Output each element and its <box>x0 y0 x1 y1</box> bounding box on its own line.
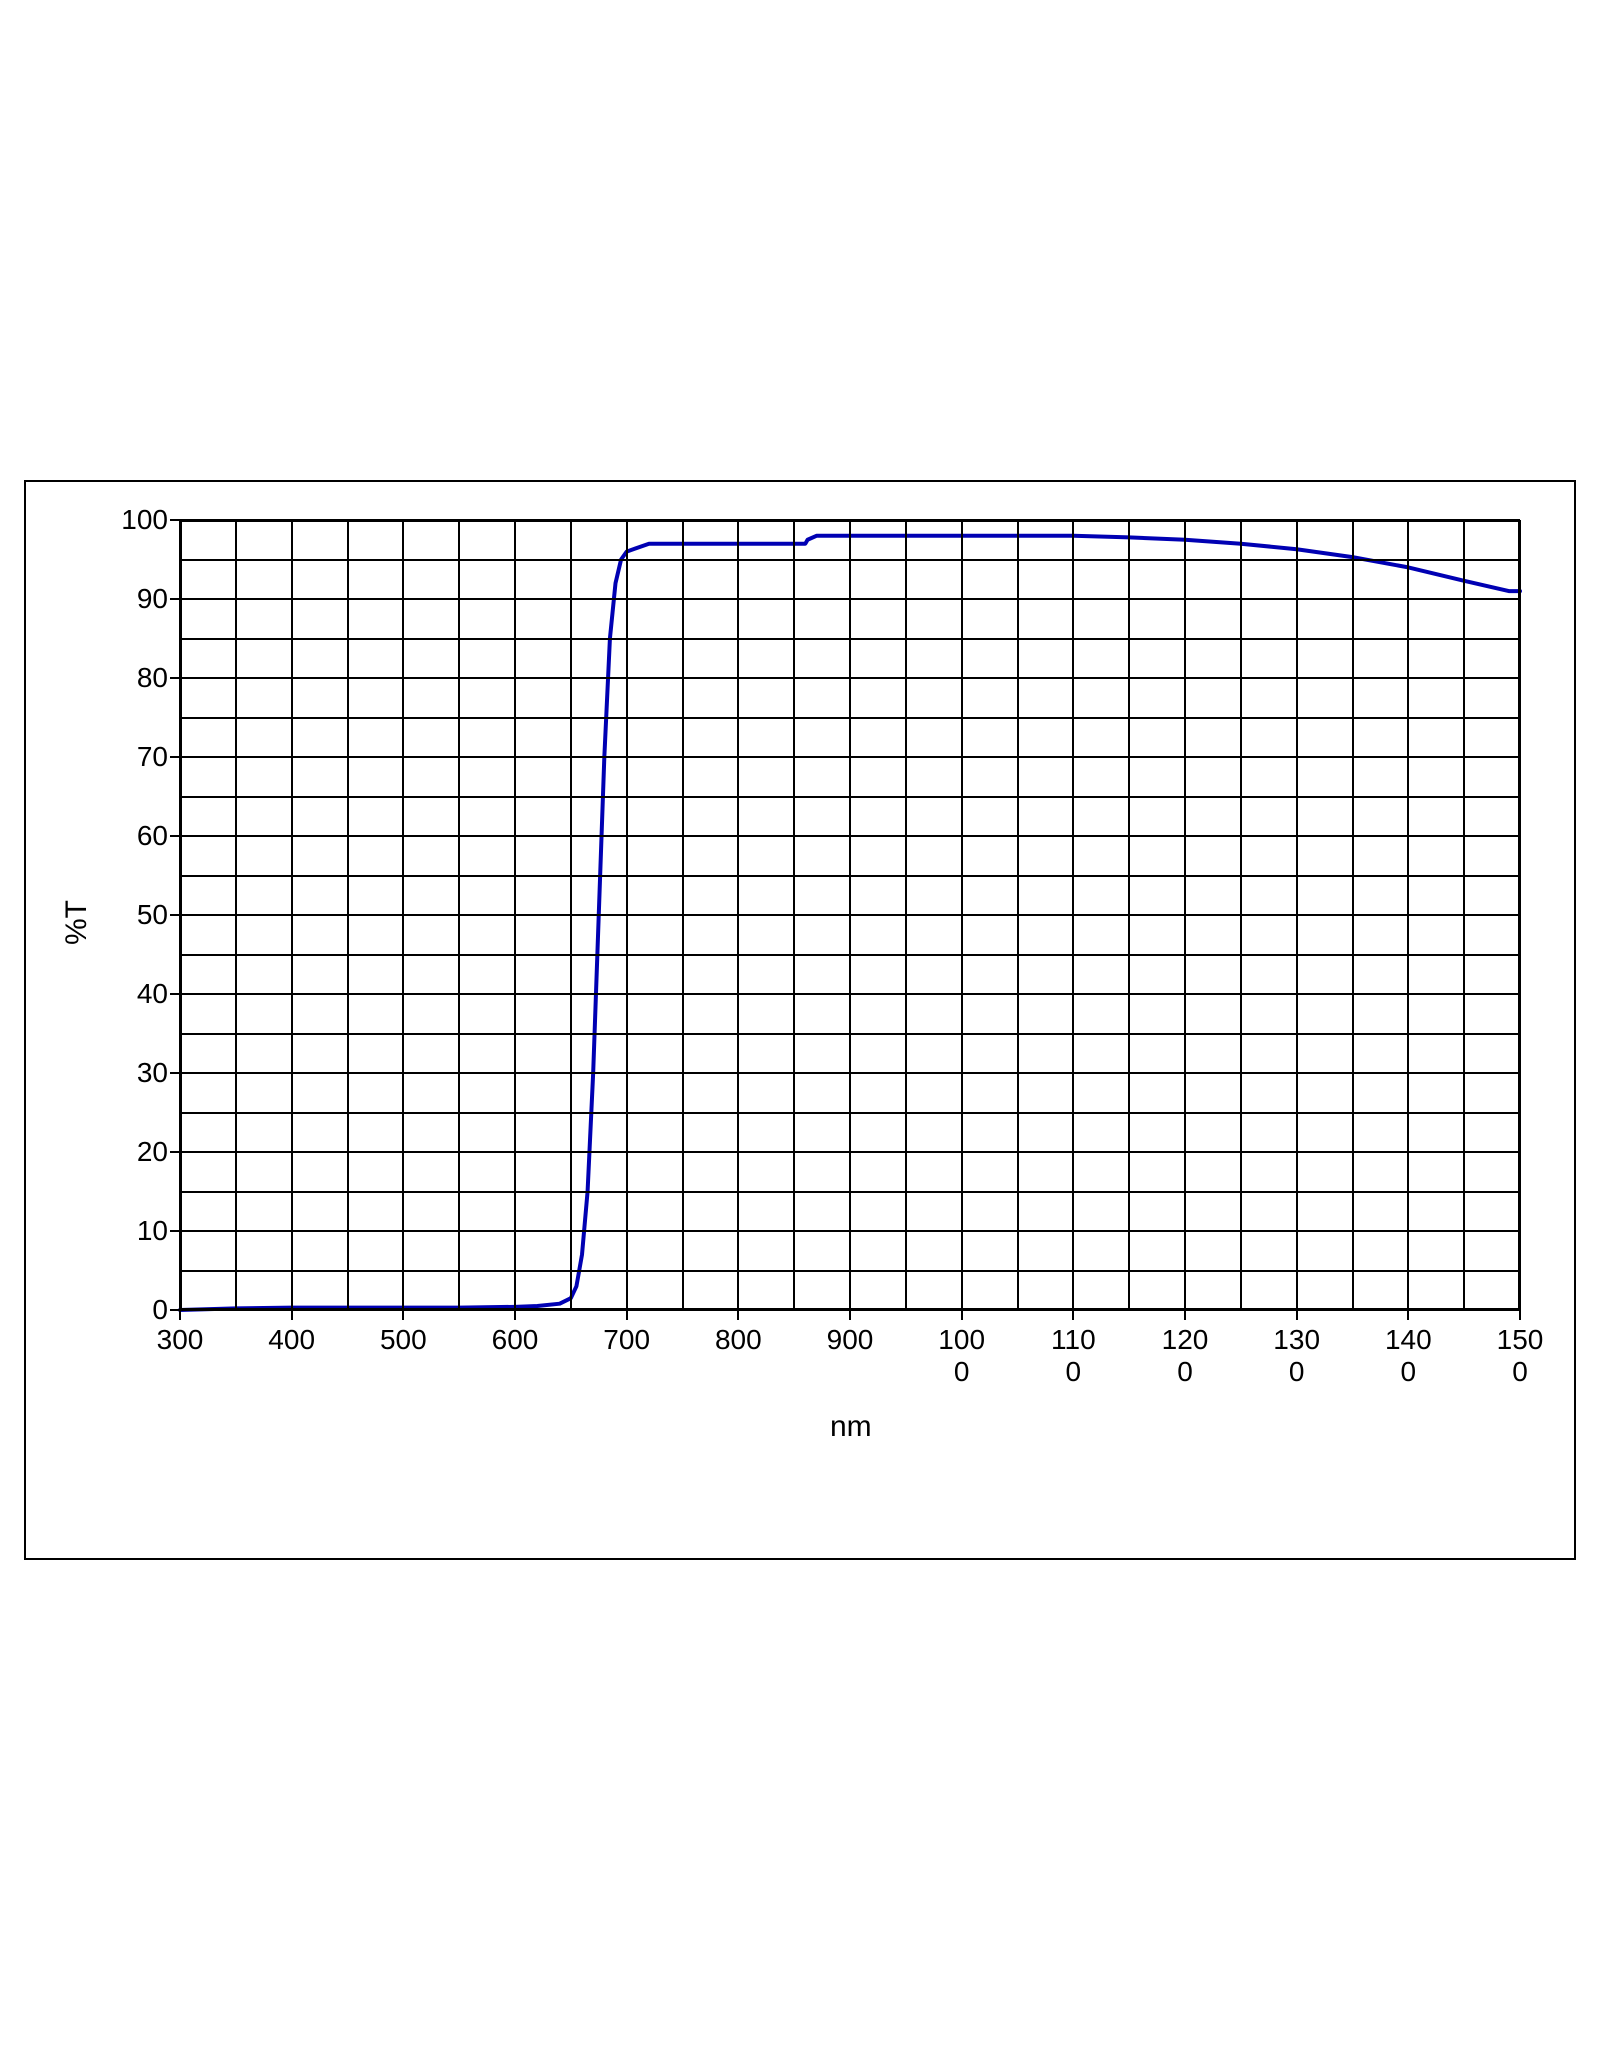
x-tick-label: 900 <box>810 1324 890 1356</box>
x-tick-label: 300 <box>140 1324 220 1356</box>
x-tick-label: 700 <box>587 1324 667 1356</box>
y-tick-label: 70 <box>98 741 168 773</box>
x-tick <box>626 1310 628 1320</box>
y-axis-title: %T <box>60 900 94 945</box>
y-tick <box>170 1230 180 1232</box>
x-tick-label: 110 0 <box>1033 1324 1113 1388</box>
x-tick <box>1296 1310 1298 1320</box>
x-tick-label: 600 <box>475 1324 555 1356</box>
y-tick <box>170 993 180 995</box>
y-tick <box>170 1072 180 1074</box>
y-tick <box>170 519 180 521</box>
y-tick <box>170 756 180 758</box>
x-tick <box>1407 1310 1409 1320</box>
x-tick <box>849 1310 851 1320</box>
x-tick-label: 100 0 <box>922 1324 1002 1388</box>
x-tick-label: 120 0 <box>1145 1324 1225 1388</box>
x-tick <box>514 1310 516 1320</box>
x-tick <box>291 1310 293 1320</box>
page: 300400500600700800900100 0110 0120 0130 … <box>0 0 1600 2048</box>
grid-line-horizontal-minor <box>180 796 1520 798</box>
y-tick <box>170 835 180 837</box>
y-tick <box>170 914 180 916</box>
y-tick <box>170 1309 180 1311</box>
y-tick-label: 20 <box>98 1136 168 1168</box>
x-tick <box>1519 1310 1521 1320</box>
x-tick <box>961 1310 963 1320</box>
grid-line-horizontal <box>180 519 1520 521</box>
grid-line-horizontal <box>180 1309 1520 1311</box>
x-axis-title: nm <box>830 1410 872 1444</box>
x-tick-label: 150 0 <box>1480 1324 1560 1388</box>
grid-line-horizontal-minor <box>180 717 1520 719</box>
grid-line-horizontal <box>180 677 1520 679</box>
grid-line-horizontal <box>180 598 1520 600</box>
grid-line-horizontal-minor <box>180 559 1520 561</box>
y-tick <box>170 1151 180 1153</box>
x-tick-label: 800 <box>698 1324 778 1356</box>
y-tick-label: 100 <box>98 504 168 536</box>
y-tick <box>170 598 180 600</box>
grid-line-horizontal <box>180 1072 1520 1074</box>
x-tick <box>1072 1310 1074 1320</box>
chart-svg <box>0 0 1600 2048</box>
grid-line-horizontal-minor <box>180 1270 1520 1272</box>
x-tick <box>402 1310 404 1320</box>
grid-line-horizontal <box>180 1151 1520 1153</box>
y-tick-label: 50 <box>98 899 168 931</box>
grid-line-horizontal-minor <box>180 1033 1520 1035</box>
grid-line-horizontal <box>180 756 1520 758</box>
grid-line-horizontal-minor <box>180 875 1520 877</box>
y-tick-label: 30 <box>98 1057 168 1089</box>
grid-line-horizontal-minor <box>180 638 1520 640</box>
y-tick-label: 60 <box>98 820 168 852</box>
x-tick-label: 400 <box>252 1324 332 1356</box>
y-tick-label: 40 <box>98 978 168 1010</box>
x-tick-label: 130 0 <box>1257 1324 1337 1388</box>
grid-line-horizontal <box>180 993 1520 995</box>
x-tick <box>1184 1310 1186 1320</box>
x-tick-label: 500 <box>363 1324 443 1356</box>
x-tick-label: 140 0 <box>1368 1324 1448 1388</box>
y-tick-label: 90 <box>98 583 168 615</box>
y-tick-label: 80 <box>98 662 168 694</box>
grid-line-horizontal <box>180 835 1520 837</box>
grid-line-horizontal-minor <box>180 954 1520 956</box>
y-tick <box>170 677 180 679</box>
grid-line-horizontal-minor <box>180 1191 1520 1193</box>
grid-line-horizontal-minor <box>180 1112 1520 1114</box>
grid-line-horizontal <box>180 914 1520 916</box>
x-tick <box>179 1310 181 1320</box>
y-tick-label: 10 <box>98 1215 168 1247</box>
x-tick <box>737 1310 739 1320</box>
grid-line-horizontal <box>180 1230 1520 1232</box>
y-tick-label: 0 <box>98 1294 168 1326</box>
